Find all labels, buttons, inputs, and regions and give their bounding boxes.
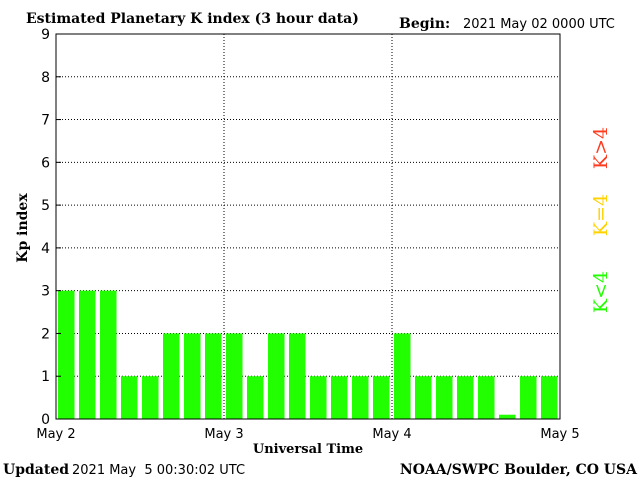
bar [142, 376, 159, 419]
bar [457, 376, 474, 419]
bar [541, 376, 558, 419]
footer-source: NOAA/SWPC Boulder, CO USA [400, 462, 638, 478]
bar [478, 376, 495, 419]
bar [289, 333, 306, 419]
x-tick-label: May 2 [36, 427, 75, 442]
y-tick-label: 1 [41, 369, 50, 385]
x-tick-label: May 5 [540, 427, 579, 442]
bar [331, 376, 348, 419]
y-tick-label: 2 [41, 326, 50, 342]
bar [415, 376, 432, 419]
bar [79, 290, 96, 419]
y-axis-title: Kp index [15, 193, 31, 263]
plot-frame [55, 33, 561, 420]
legend-k-greater-4: K>4 [590, 127, 612, 169]
y-tick-label: 5 [41, 198, 50, 214]
bar [394, 333, 411, 419]
bar [226, 333, 243, 419]
bar [100, 290, 117, 419]
bar [268, 333, 285, 419]
bar [499, 414, 516, 419]
x-axis-title: Universal Time [253, 442, 363, 457]
begin-label: Begin: [399, 16, 450, 32]
begin-value: 2021 May 02 0000 UTC [463, 17, 615, 32]
y-tick-label: 9 [41, 27, 50, 43]
y-tick-label: 7 [41, 113, 50, 129]
chart-title: Estimated Planetary K index (3 hour data… [26, 11, 359, 27]
bar [436, 376, 453, 419]
bar [163, 333, 180, 419]
bar [373, 376, 390, 419]
bar [520, 376, 537, 419]
y-tick-label: 8 [41, 70, 50, 86]
bar [352, 376, 369, 419]
bar [184, 333, 201, 419]
bar [310, 376, 327, 419]
x-tick-label: May 3 [204, 427, 243, 442]
x-tick-label: May 4 [372, 427, 411, 442]
y-tick-label: 4 [41, 241, 50, 257]
y-tick-label: 0 [41, 412, 50, 428]
legend-k-equal-4: K=4 [590, 194, 612, 236]
footer-updated-label: Updated [3, 462, 69, 478]
y-tick-label: 3 [41, 284, 50, 300]
y-tick-label: 6 [41, 155, 50, 171]
grid-lines [56, 34, 560, 419]
y-tick-labels: 0 1 2 3 4 5 6 7 8 9 [41, 27, 61, 428]
bar [205, 333, 222, 419]
bars-group [58, 290, 558, 419]
legend: K>4 K=4 K<4 [590, 127, 612, 313]
bar [247, 376, 264, 419]
legend-k-less-4: K<4 [590, 271, 612, 313]
bar [121, 376, 138, 419]
footer-updated-value: 2021 May 5 00:30:02 UTC [72, 463, 245, 478]
x-tick-labels: May 2 May 3 May 4 May 5 [36, 427, 579, 442]
bar [58, 290, 75, 419]
